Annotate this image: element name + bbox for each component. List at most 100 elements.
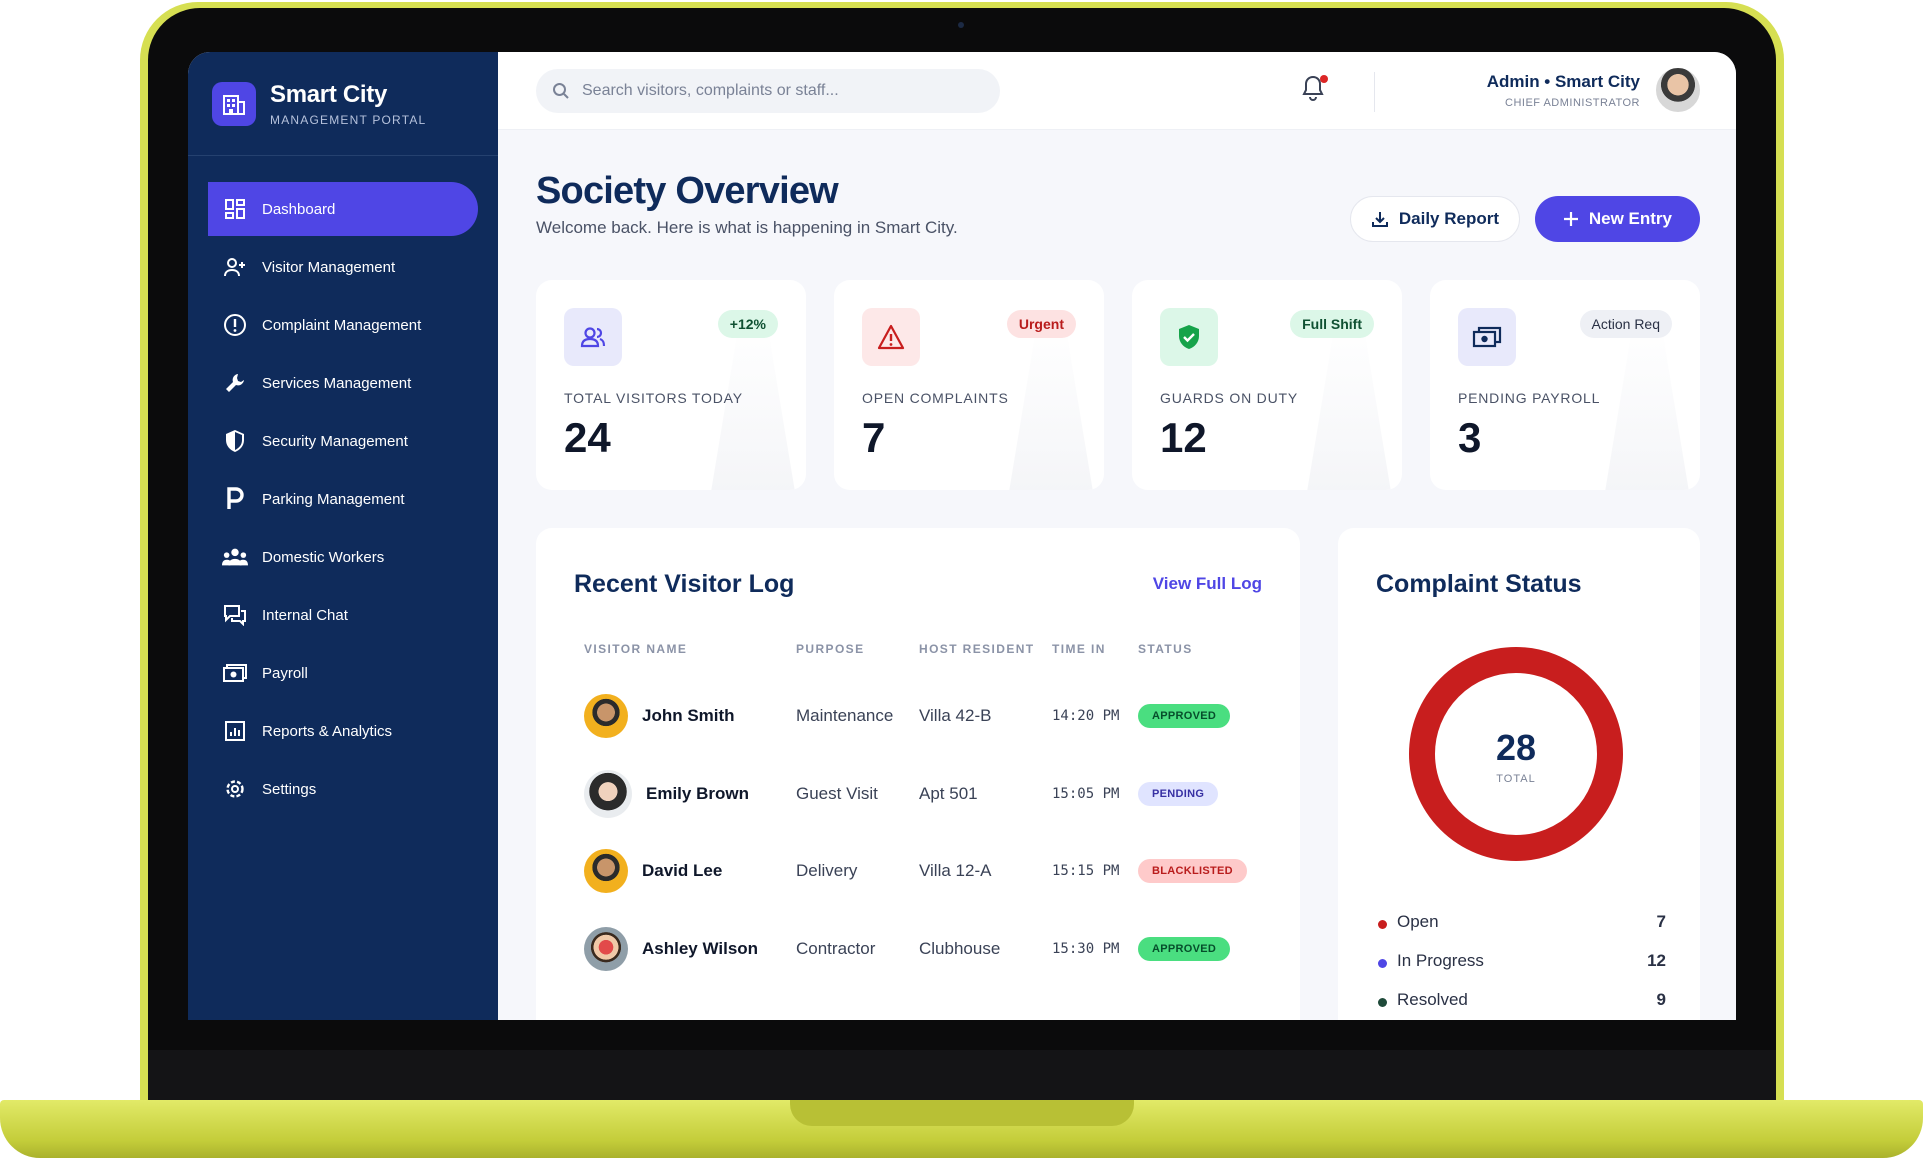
stat-value: 7	[862, 414, 886, 461]
stat-value: 12	[1160, 414, 1207, 461]
stat-card-complaints[interactable]: Urgent OPEN COMPLAINTS 7	[834, 280, 1104, 490]
sidebar-item-security-management[interactable]: Security Management	[208, 414, 478, 468]
parking-icon	[222, 486, 248, 512]
stats-row: +12% TOTAL VISITORS TODAY 24 Urgent OPEN…	[536, 280, 1700, 490]
legend-name: Resolved	[1397, 990, 1468, 1009]
shield-icon	[222, 428, 248, 454]
camera-dot	[958, 22, 964, 28]
stat-badge: Full Shift	[1290, 310, 1374, 338]
new-entry-button[interactable]: New Entry	[1534, 196, 1700, 242]
sidebar-item-visitor-management[interactable]: Visitor Management	[208, 240, 478, 294]
visitor-time: 15:15 PM	[1052, 863, 1120, 879]
app-screen: Smart City MANAGEMENT PORTAL Dashboard V…	[188, 52, 1736, 1020]
visitor-purpose: Delivery	[796, 861, 858, 880]
sidebar-item-domestic-workers[interactable]: Domestic Workers	[208, 530, 478, 584]
visitor-log-panel: Recent Visitor Log View Full Log VISITOR…	[536, 528, 1300, 1020]
sidebar-item-dashboard[interactable]: Dashboard	[208, 182, 478, 236]
user-plus-icon	[222, 254, 248, 280]
plus-icon	[1563, 212, 1578, 226]
visitor-name: Ashley Wilson	[642, 939, 759, 958]
bezel-bottom	[148, 1050, 1776, 1104]
legend-item-open: Open 7	[1378, 912, 1666, 942]
table-row[interactable]: Emily Brown Guest Visit Apt 501 15:05 PM…	[584, 762, 1264, 822]
table-row[interactable]: Ashley Wilson Contractor Clubhouse 15:30…	[584, 917, 1264, 977]
visitor-time: 15:30 PM	[1052, 941, 1120, 957]
avatar	[584, 927, 628, 971]
column-header: VISITOR NAME	[584, 642, 688, 656]
main-content: Admin • Smart City CHIEF ADMINISTRATOR S…	[498, 52, 1736, 1020]
view-full-log-link[interactable]: View Full Log	[1152, 574, 1262, 593]
search-input[interactable]	[582, 81, 962, 100]
user-profile[interactable]: Admin • Smart City CHIEF ADMINISTRATOR	[1487, 66, 1702, 114]
status-badge: PENDING	[1138, 782, 1219, 806]
status-badge: APPROVED	[1138, 704, 1231, 728]
legend-name: In Progress	[1397, 951, 1484, 970]
brand: Smart City MANAGEMENT PORTAL	[188, 52, 498, 156]
sidebar-item-label: Security Management	[262, 432, 408, 450]
legend-item-resolved: Resolved 9	[1378, 990, 1666, 1020]
sidebar-item-label: Domestic Workers	[262, 548, 385, 566]
stat-value: 24	[564, 414, 611, 461]
card-decoration	[1602, 320, 1692, 490]
donut-total-label: TOTAL	[1496, 773, 1535, 785]
sidebar: Smart City MANAGEMENT PORTAL Dashboard V…	[188, 52, 498, 1020]
dashboard-icon	[222, 196, 248, 222]
notification-dot	[1320, 75, 1328, 83]
laptop-notch	[790, 1100, 1134, 1126]
gear-icon	[222, 776, 248, 802]
complaint-status-panel: Complaint Status 28 TOTAL Open 7	[1338, 528, 1700, 1020]
stat-label: OPEN COMPLAINTS	[862, 390, 1009, 406]
sidebar-nav: Dashboard Visitor Management Complaint M…	[188, 156, 498, 816]
sidebar-item-payroll[interactable]: Payroll	[208, 646, 478, 700]
visitor-purpose: Contractor	[796, 939, 876, 958]
table-row[interactable]: David Lee Delivery Villa 12-A 15:15 PM B…	[584, 839, 1264, 899]
sidebar-item-complaint-management[interactable]: Complaint Management	[208, 298, 478, 352]
card-decoration	[1304, 320, 1394, 490]
sidebar-item-parking-management[interactable]: Parking Management	[208, 472, 478, 526]
sidebar-item-settings[interactable]: Settings	[208, 762, 478, 816]
visitor-host: Apt 501	[919, 784, 978, 803]
dashboard-body: Society Overview Welcome back. Here is w…	[498, 130, 1736, 1020]
legend-dot	[1378, 998, 1387, 1007]
avatar	[584, 770, 632, 818]
table-row[interactable]: John Smith Maintenance Villa 42-B 14:20 …	[584, 684, 1264, 744]
column-header: PURPOSE	[796, 642, 865, 656]
notification-bell-icon[interactable]	[1300, 74, 1330, 104]
visitor-purpose: Maintenance	[796, 706, 894, 725]
topbar-divider	[1374, 72, 1375, 112]
sidebar-item-services-management[interactable]: Services Management	[208, 356, 478, 410]
visitor-time: 14:20 PM	[1052, 708, 1120, 724]
status-badge: BLACKLISTED	[1138, 859, 1247, 883]
legend-item-in-progress: In Progress 12	[1378, 951, 1666, 981]
topbar: Admin • Smart City CHIEF ADMINISTRATOR	[498, 52, 1736, 130]
legend-value: 7	[1656, 912, 1666, 931]
lower-row: Recent Visitor Log View Full Log VISITOR…	[536, 528, 1700, 1020]
page-title: Society Overview	[536, 170, 839, 212]
search-bar	[536, 68, 1000, 113]
avatar[interactable]	[1654, 66, 1702, 114]
brand-subtitle: MANAGEMENT PORTAL	[270, 112, 427, 127]
user-role: CHIEF ADMINISTRATOR	[1505, 96, 1640, 109]
stat-card-guards[interactable]: Full Shift GUARDS ON DUTY 12	[1132, 280, 1402, 490]
stat-card-visitors[interactable]: +12% TOTAL VISITORS TODAY 24	[536, 280, 806, 490]
sidebar-item-label: Settings	[262, 780, 317, 798]
sidebar-item-reports-analytics[interactable]: Reports & Analytics	[208, 704, 478, 758]
page-subtitle: Welcome back. Here is what is happening …	[536, 218, 958, 237]
visitor-name: Emily Brown	[646, 784, 749, 803]
page-header: Society Overview Welcome back. Here is w…	[536, 130, 1700, 280]
cash-icon	[1458, 308, 1516, 366]
legend-value: 9	[1656, 990, 1666, 1009]
stat-label: PENDING PAYROLL	[1458, 390, 1601, 406]
warning-icon	[862, 308, 920, 366]
user-name: Admin • Smart City	[1486, 71, 1640, 91]
chat-icon	[222, 602, 248, 628]
new-entry-label: New Entry	[1588, 209, 1672, 228]
visitor-log-title: Recent Visitor Log	[574, 570, 795, 598]
daily-report-button[interactable]: Daily Report	[1349, 196, 1520, 242]
visitor-host: Villa 42-B	[919, 706, 992, 725]
stat-card-payroll[interactable]: Action Req PENDING PAYROLL 3	[1430, 280, 1700, 490]
complaint-status-title: Complaint Status	[1376, 570, 1582, 598]
column-header: TIME IN	[1052, 642, 1106, 656]
sidebar-item-internal-chat[interactable]: Internal Chat	[208, 588, 478, 642]
sidebar-item-label: Dashboard	[262, 200, 336, 218]
